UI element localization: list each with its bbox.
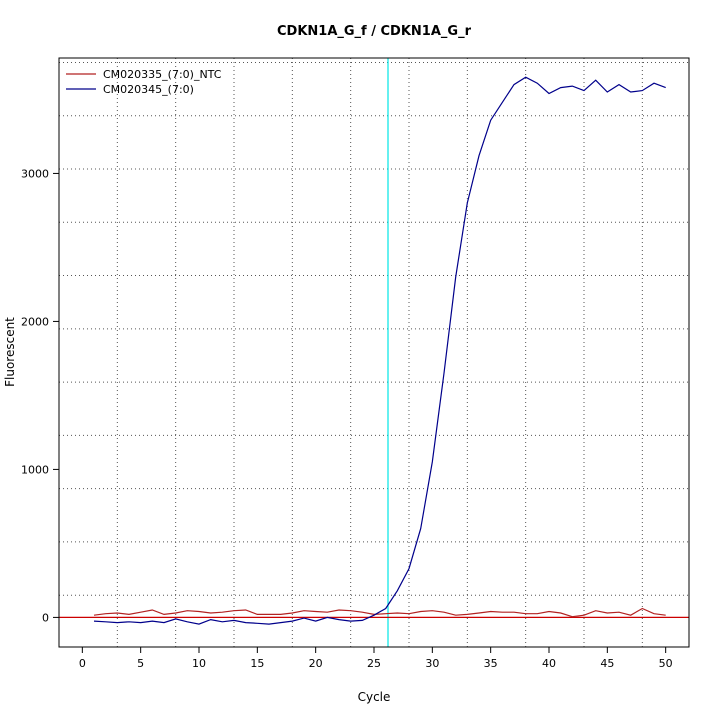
threshold-layer	[59, 58, 689, 647]
legend-label-1: CM020335_(7:0)_NTC	[103, 68, 222, 81]
x-axis-title: Cycle	[358, 690, 391, 704]
grid-lines	[59, 58, 689, 647]
y-tick-label: 0	[42, 611, 49, 624]
x-axis: 0 5 10 15 20 25 30 35 40 45 50	[79, 647, 673, 670]
x-tick-label: 45	[600, 657, 614, 670]
x-tick-label: 0	[79, 657, 86, 670]
x-tick-label: 5	[137, 657, 144, 670]
y-axis-title: Fluorescent	[3, 317, 17, 387]
x-tick-label: 35	[484, 657, 498, 670]
x-tick-label: 10	[192, 657, 206, 670]
x-tick-label: 20	[309, 657, 323, 670]
y-axis: 0 1000 2000 3000	[21, 167, 59, 624]
x-tick-label: 40	[542, 657, 556, 670]
chart-title: CDKN1A_G_f / CDKN1A_G_r	[277, 24, 472, 39]
y-tick-label: 2000	[21, 315, 49, 328]
x-tick-label: 30	[425, 657, 439, 670]
series-layer	[93, 76, 666, 625]
x-tick-label: 25	[367, 657, 381, 670]
series-line-1	[93, 607, 666, 618]
legend: CM020335_(7:0)_NTC CM020345_(7:0)	[66, 68, 222, 96]
series-line-2	[93, 76, 666, 625]
legend-label-2: CM020345_(7:0)	[103, 83, 194, 96]
x-tick-label: 15	[250, 657, 264, 670]
x-tick-label: 50	[659, 657, 673, 670]
y-tick-label: 3000	[21, 167, 49, 180]
y-tick-label: 1000	[21, 463, 49, 476]
